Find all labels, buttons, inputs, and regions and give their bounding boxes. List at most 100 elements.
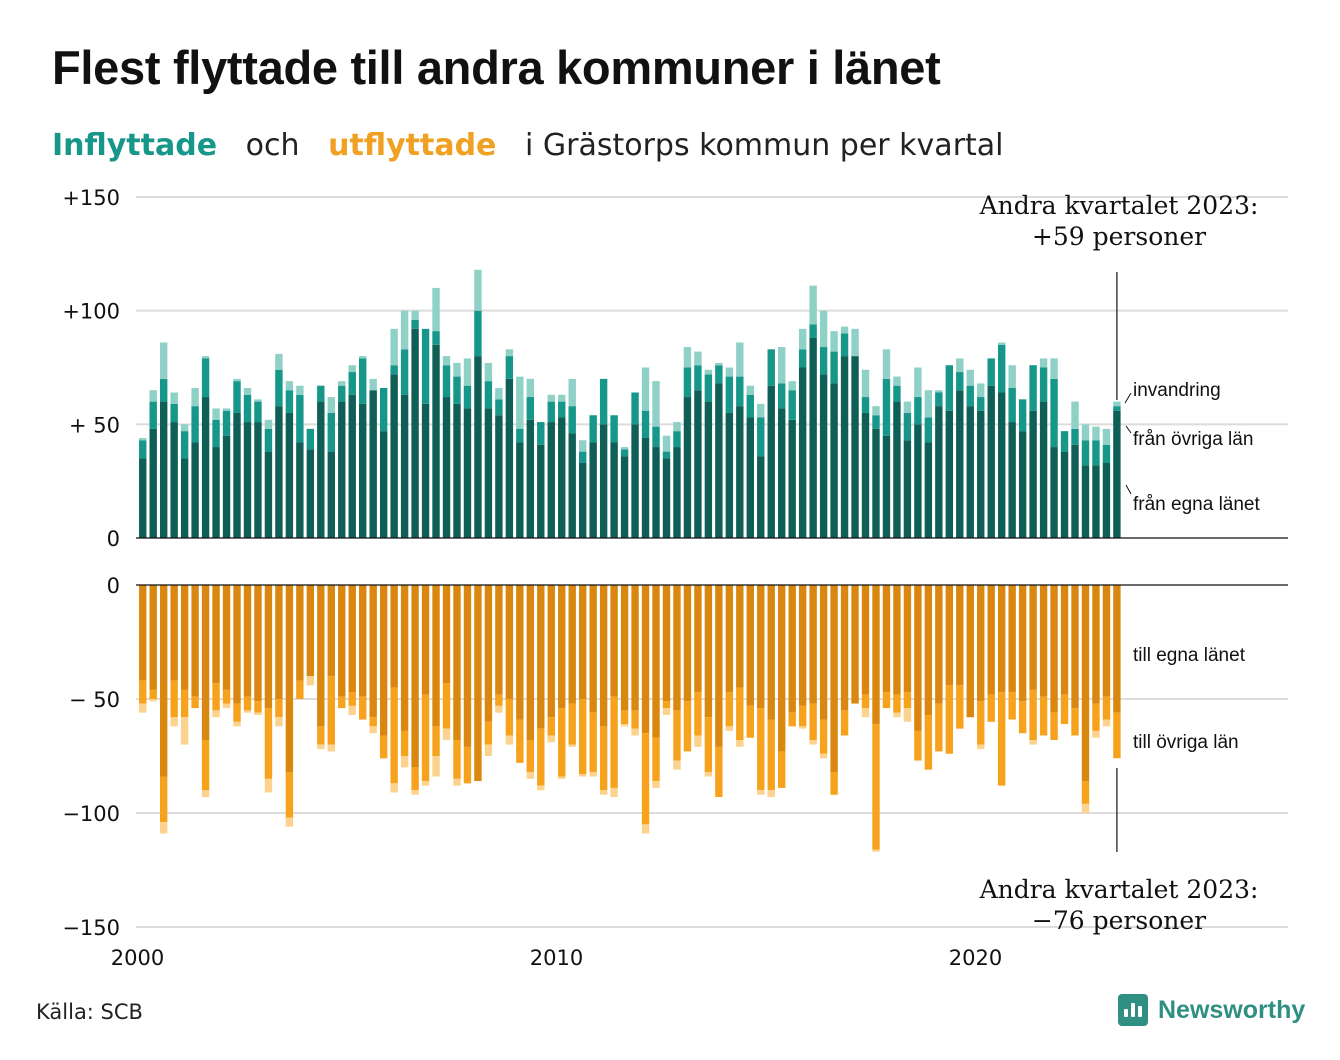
bar-out-1-13 <box>275 699 283 718</box>
bar-out-0-40 <box>558 585 566 709</box>
bar-in-1-36 <box>516 428 524 443</box>
bar-in-0-67 <box>840 356 849 538</box>
bar-in-1-12 <box>264 428 273 452</box>
bar-in-1-71 <box>882 378 891 436</box>
bar-out-0-10 <box>243 585 252 697</box>
bar-in-0-22 <box>369 390 377 538</box>
bar-in-1-31 <box>463 385 472 409</box>
bar-out-1-44 <box>599 726 608 791</box>
bar-in-1-50 <box>662 451 671 459</box>
bar-out-1-59 <box>757 708 765 791</box>
bar-in-2-21 <box>359 356 367 359</box>
bar-out-2-1 <box>149 699 157 702</box>
bar-out-0-3 <box>170 585 178 681</box>
bar-out-2-69 <box>861 708 870 718</box>
bar-out-2-25 <box>400 756 409 768</box>
bar-out-1-17 <box>317 726 325 745</box>
bar-in-2-92 <box>1102 428 1111 445</box>
bar-in-1-60 <box>767 349 775 386</box>
bar-in-0-93 <box>1113 410 1121 538</box>
bar-out-1-24 <box>390 687 398 784</box>
bar-in-1-6 <box>201 358 210 398</box>
bar-in-1-8 <box>222 410 231 436</box>
y-tick-out-100: −100 <box>62 802 120 826</box>
bar-out-1-10 <box>243 696 252 711</box>
grid-layer <box>136 196 1288 928</box>
bar-out-2-18 <box>327 744 335 752</box>
bar-out-0-74 <box>914 585 922 731</box>
bar-in-1-17 <box>317 385 325 402</box>
bar-out-1-89 <box>1071 708 1079 736</box>
bar-out-1-84 <box>1018 701 1027 734</box>
bar-out-0-17 <box>317 585 325 727</box>
bar-in-0-16 <box>306 449 315 538</box>
bar-out-1-87 <box>1050 712 1058 741</box>
bar-in-0-46 <box>620 456 629 538</box>
bar-out-1-56 <box>725 692 734 727</box>
bar-out-0-31 <box>463 585 472 747</box>
bar-in-2-18 <box>327 397 335 413</box>
chart-title: Flest flyttade till andra kommuner i län… <box>52 41 941 94</box>
bar-in-0-14 <box>285 412 294 538</box>
bar-out-1-63 <box>798 705 807 727</box>
source-note: Källa: SCB <box>36 1000 143 1024</box>
bar-out-2-45 <box>610 787 618 798</box>
bar-out-1-8 <box>222 689 231 704</box>
bar-out-2-92 <box>1102 719 1111 727</box>
bar-out-2-42 <box>578 774 587 777</box>
bar-in-0-28 <box>432 344 440 538</box>
bar-in-1-35 <box>505 356 514 379</box>
bar-in-2-46 <box>620 447 629 450</box>
bar-out-2-6 <box>201 790 210 798</box>
bar-in-0-36 <box>516 442 524 538</box>
y-tick-out-50: − 50 <box>69 688 120 712</box>
bar-in-0-78 <box>956 390 964 538</box>
bar-out-2-54 <box>704 771 713 777</box>
bar-in-2-25 <box>400 310 409 350</box>
bar-in-2-12 <box>264 419 273 429</box>
bar-out-2-27 <box>421 781 430 786</box>
bar-out-0-22 <box>369 585 377 718</box>
bar-out-0-21 <box>359 585 367 697</box>
bar-in-0-92 <box>1102 462 1111 538</box>
bar-in-1-75 <box>924 417 933 443</box>
bar-out-2-13 <box>275 717 283 727</box>
bar-out-0-6 <box>201 585 210 741</box>
bar-out-1-18 <box>327 676 335 745</box>
bar-out-1-20 <box>348 692 356 706</box>
bar-in-1-5 <box>191 406 199 443</box>
bar-out-0-18 <box>327 585 335 677</box>
bar-out-1-49 <box>652 737 660 782</box>
bar-in-1-37 <box>526 397 535 420</box>
bar-out-1-46 <box>620 710 629 725</box>
bar-in-0-64 <box>809 337 817 538</box>
bar-out-0-46 <box>620 585 629 711</box>
bar-in-0-52 <box>683 397 692 538</box>
bar-in-2-93 <box>1113 401 1121 407</box>
bar-in-1-34 <box>495 399 503 416</box>
bar-in-2-30 <box>453 362 461 377</box>
bar-out-0-83 <box>1008 585 1016 693</box>
bar-out-1-36 <box>516 719 524 763</box>
bar-in-2-52 <box>683 347 692 368</box>
bar-in-1-23 <box>379 387 388 432</box>
bar-in-0-56 <box>725 412 734 538</box>
bar-in-1-38 <box>537 422 545 445</box>
bar-in-0-8 <box>222 435 231 538</box>
bar-out-1-23 <box>379 735 388 759</box>
bar-in-2-67 <box>840 326 849 334</box>
bar-out-2-14 <box>285 817 294 827</box>
bar-in-0-72 <box>893 401 901 538</box>
bar-out-1-80 <box>977 701 985 745</box>
bar-in-1-80 <box>977 397 985 411</box>
bar-out-2-41 <box>568 744 576 747</box>
bar-in-0-29 <box>442 397 451 538</box>
bar-in-2-19 <box>338 381 346 386</box>
bar-out-0-7 <box>212 585 220 684</box>
bar-out-1-65 <box>819 719 828 754</box>
subtitle-och: och <box>245 128 300 163</box>
bar-in-1-13 <box>275 369 283 407</box>
bar-out-1-58 <box>746 705 754 738</box>
bar-in-1-69 <box>861 397 870 413</box>
